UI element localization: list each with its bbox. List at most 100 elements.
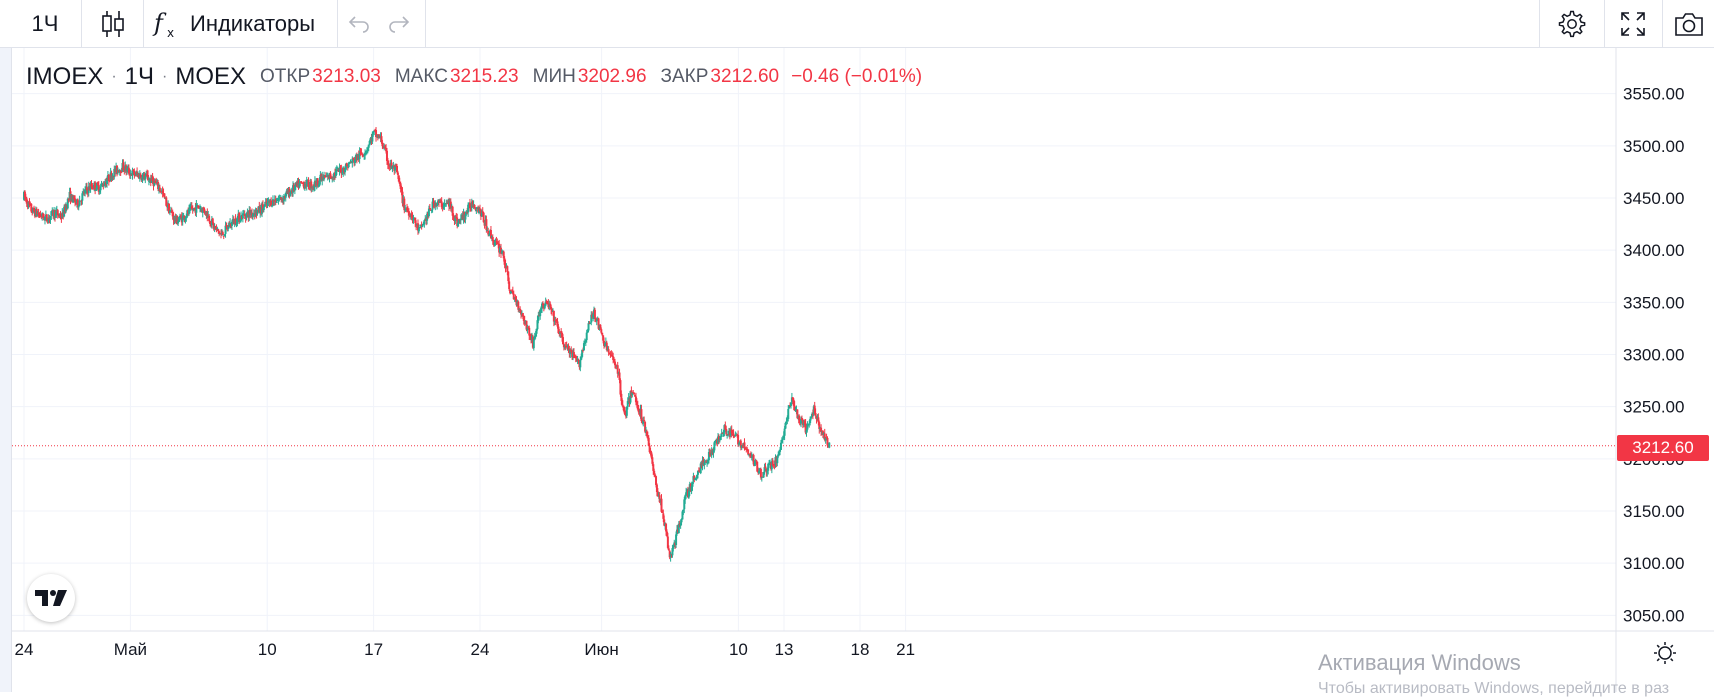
time-tick-label: 10 xyxy=(258,640,277,659)
candle-body xyxy=(400,188,403,192)
candle-body xyxy=(98,190,101,192)
legend-open-value: 3213.03 xyxy=(312,66,381,87)
indicators-button[interactable]: f x Индикаторы xyxy=(150,0,332,48)
settings-button[interactable] xyxy=(1543,0,1601,48)
candle-body xyxy=(818,422,821,430)
candle-body xyxy=(381,142,384,147)
candle-body xyxy=(609,353,612,356)
candle-body xyxy=(479,209,481,211)
candle-body xyxy=(178,219,181,222)
symbol-legend: IMOEX · 1Ч · MOEX ОТКР 3213.03 МАКС 3215… xyxy=(26,60,922,94)
candle-body xyxy=(805,430,808,433)
candle-body xyxy=(685,492,688,496)
candle-body xyxy=(534,334,537,337)
candle-body xyxy=(43,216,46,221)
candle-body xyxy=(583,342,586,344)
candle-body xyxy=(679,522,682,526)
candle-body xyxy=(763,467,766,472)
candle-body xyxy=(165,197,168,206)
candle-body xyxy=(800,417,803,421)
svg-text:f: f xyxy=(152,9,167,37)
candle-body xyxy=(89,184,92,190)
legend-exchange: MOEX xyxy=(175,63,247,90)
candle-body xyxy=(256,209,259,214)
candle-body xyxy=(352,158,355,160)
candle-body xyxy=(387,164,390,166)
timezone-settings-icon[interactable] xyxy=(1652,640,1678,666)
time-axis[interactable]: 24 Май 10 17 24 Июн 10 13 18 21 xyxy=(15,640,916,659)
candle-body xyxy=(177,221,180,224)
candle-body xyxy=(620,393,623,401)
candle-body xyxy=(345,163,348,167)
candle-body xyxy=(553,320,556,323)
screenshot-button[interactable] xyxy=(1664,0,1714,48)
price-tick-label: 3400.00 xyxy=(1623,241,1684,260)
candle-body xyxy=(656,491,659,497)
legend-dot: · xyxy=(162,68,168,85)
candle-body xyxy=(318,180,321,186)
chart-type-button[interactable] xyxy=(89,0,137,48)
candle-body xyxy=(717,436,720,440)
candle-body xyxy=(475,209,478,211)
candle-body xyxy=(188,207,191,209)
legend-symbol[interactable]: IMOEX xyxy=(26,63,104,90)
candle-body xyxy=(696,474,699,479)
candle-body xyxy=(428,208,431,210)
tradingview-logo[interactable] xyxy=(27,574,75,622)
candle-body xyxy=(744,447,747,449)
candle-body xyxy=(451,206,454,216)
interval-button[interactable]: 1Ч xyxy=(14,0,76,48)
candle-body xyxy=(449,201,452,208)
toolbar-separator xyxy=(1662,0,1663,48)
candle-body xyxy=(589,322,592,324)
candle-body xyxy=(820,427,823,432)
candle-body xyxy=(799,423,802,425)
candle-body xyxy=(214,225,217,229)
toolbar-separator xyxy=(143,0,144,48)
candle-body xyxy=(154,180,157,183)
price-chart[interactable]: 3550.00 3500.00 3450.00 3400.00 3350.00 3300.… xyxy=(12,48,1714,692)
candle-body xyxy=(687,491,690,498)
legend-interval: 1Ч xyxy=(124,63,155,90)
candle-body xyxy=(563,346,566,348)
candle-body xyxy=(504,264,507,268)
candle-body xyxy=(73,196,76,200)
legend-low-value: 3202.96 xyxy=(577,66,647,87)
candle-body xyxy=(544,301,547,306)
undo-button[interactable] xyxy=(340,0,378,48)
candle-body xyxy=(344,163,347,170)
candle-body xyxy=(478,208,481,214)
candle-body xyxy=(354,159,357,163)
candle-body xyxy=(454,216,457,222)
candle-body xyxy=(780,439,783,443)
candle-body xyxy=(66,198,69,209)
candle-body xyxy=(629,390,632,403)
toolbar-separator xyxy=(1604,0,1605,48)
candle-body xyxy=(646,435,649,439)
candle-body xyxy=(64,205,67,212)
candle-body xyxy=(467,204,470,213)
candle-body xyxy=(183,215,186,220)
candle-body xyxy=(153,180,156,186)
candle-body xyxy=(536,320,539,330)
candle-body xyxy=(651,457,654,464)
candle-body xyxy=(196,204,199,206)
candle-body xyxy=(197,205,200,208)
candle-body xyxy=(45,214,48,221)
candle-body xyxy=(176,215,179,225)
candle-body xyxy=(560,331,563,334)
candle-body xyxy=(722,431,725,434)
windows-activation-subtitle: Чтобы активировать Windows, перейдите в … xyxy=(1318,680,1670,697)
candle-body xyxy=(96,182,99,186)
candle-body xyxy=(541,303,544,309)
fullscreen-button[interactable] xyxy=(1606,0,1660,48)
legend-close-label: ЗАКР xyxy=(660,66,709,87)
redo-button[interactable] xyxy=(380,0,418,48)
price-axis[interactable]: 3550.00 3500.00 3450.00 3400.00 3350.00 3300.… xyxy=(1623,85,1684,626)
candle-body xyxy=(631,392,634,396)
candle-body xyxy=(346,166,349,168)
candle-body xyxy=(227,225,230,229)
candle-body xyxy=(92,187,95,189)
candle-body xyxy=(406,208,409,211)
candle-body xyxy=(708,452,711,454)
